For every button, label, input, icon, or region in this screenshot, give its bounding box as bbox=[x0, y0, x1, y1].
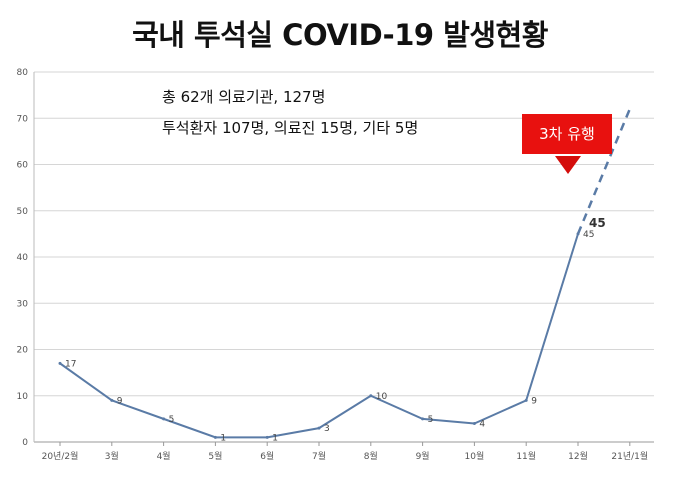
series-line bbox=[58, 108, 631, 439]
third-wave-badge: 3차 유행 bbox=[522, 114, 612, 154]
data-point bbox=[369, 394, 373, 398]
data-label: 45 bbox=[583, 230, 594, 240]
y-tick-label: 20 bbox=[17, 346, 29, 356]
data-point bbox=[524, 398, 528, 402]
y-axis: 0 10 20 30 40 50 60 70 80 bbox=[17, 68, 35, 448]
data-point bbox=[576, 232, 580, 236]
x-tick-label: 5월 bbox=[208, 450, 222, 462]
data-point bbox=[58, 361, 62, 365]
data-point bbox=[421, 417, 425, 421]
data-point bbox=[317, 426, 321, 430]
chart-title: 국내 투석실 COVID-19 발생현황 bbox=[132, 18, 548, 52]
summary-breakdown: 투석환자 107명, 의료진 15명, 기타 5명 bbox=[162, 119, 419, 137]
y-tick-label: 80 bbox=[17, 68, 29, 78]
data-point bbox=[110, 398, 114, 402]
x-tick-label: 7월 bbox=[312, 450, 326, 462]
x-tick-label: 10월 bbox=[465, 450, 485, 462]
y-tick-label: 40 bbox=[17, 253, 29, 263]
data-label: 1 bbox=[220, 433, 226, 443]
data-label: 5 bbox=[169, 415, 175, 425]
data-point bbox=[162, 417, 166, 421]
x-tick-label: 12월 bbox=[568, 450, 588, 462]
data-point bbox=[472, 422, 476, 425]
down-arrow-icon bbox=[555, 156, 581, 174]
x-tick-label: 21년/1월 bbox=[611, 450, 648, 462]
summary-total: 총 62개 의료기관, 127명 bbox=[162, 88, 326, 106]
data-label: 1 bbox=[272, 433, 278, 443]
data-label: 5 bbox=[428, 415, 434, 425]
x-tick-label: 8월 bbox=[364, 450, 378, 462]
x-tick-label: 3월 bbox=[105, 450, 119, 462]
x-tick-label: 11월 bbox=[516, 450, 536, 462]
projection-line bbox=[576, 108, 631, 235]
x-tick-label: 6월 bbox=[260, 450, 274, 462]
data-label: 10 bbox=[376, 392, 388, 402]
y-tick-label: 10 bbox=[17, 392, 29, 402]
highlight-value-label: 45 bbox=[589, 216, 606, 230]
y-tick-label: 0 bbox=[22, 438, 28, 448]
data-label: 17 bbox=[65, 359, 76, 369]
grid-lines bbox=[34, 71, 654, 443]
y-tick-label: 60 bbox=[17, 161, 29, 171]
y-tick-label: 30 bbox=[17, 299, 29, 309]
x-axis: 20년/2월 3월 4월 5월 6월 7월 8월 9월 10월 11월 12월 21년/1월 bbox=[42, 442, 648, 462]
x-tick-label: 9월 bbox=[416, 450, 430, 462]
series-polyline bbox=[59, 233, 579, 439]
data-label: 3 bbox=[324, 424, 330, 434]
data-label: 4 bbox=[479, 420, 485, 430]
data-label: 9 bbox=[117, 396, 123, 406]
x-tick-label: 4월 bbox=[157, 450, 171, 462]
data-label: 9 bbox=[531, 396, 537, 406]
x-tick-label: 20년/2월 bbox=[42, 450, 79, 462]
data-point bbox=[265, 435, 269, 439]
y-tick-label: 70 bbox=[17, 114, 29, 124]
y-tick-label: 50 bbox=[17, 207, 29, 217]
data-point bbox=[213, 435, 217, 439]
